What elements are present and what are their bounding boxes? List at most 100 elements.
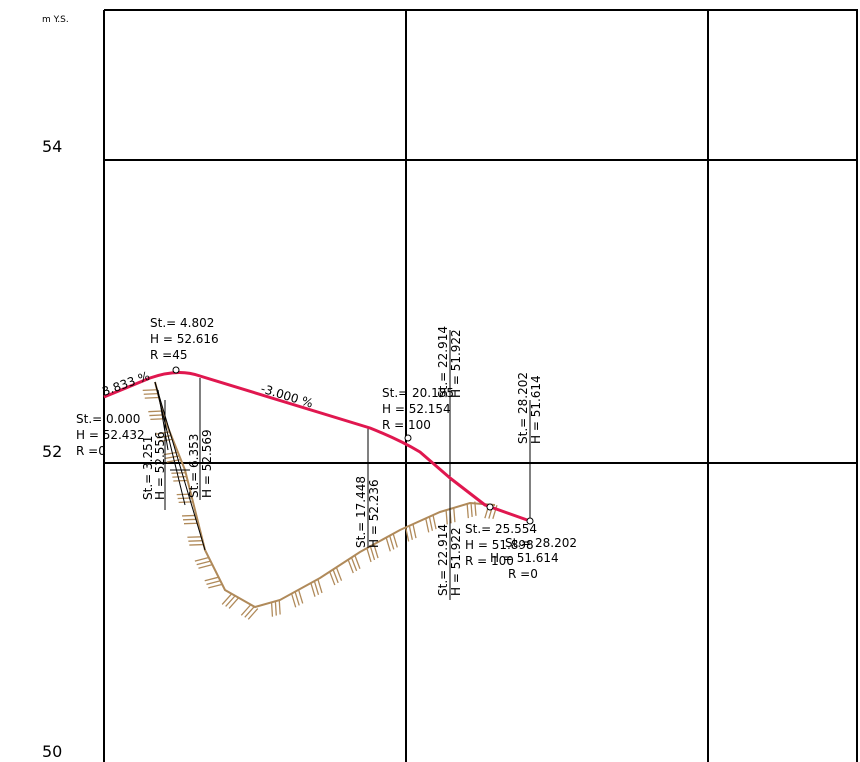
terrain-hatch-3 xyxy=(148,410,163,413)
terrain-hatch-52 xyxy=(369,546,376,561)
point-label-3-height: H = 51.898 xyxy=(465,538,534,552)
terrain-hatch-50 xyxy=(354,555,361,569)
point-label-3: St.= 25.554 H = 51.898 R = 100 xyxy=(465,522,537,568)
point-label-3-station: St.= 25.554 xyxy=(465,522,537,536)
terrain-hatch-28 xyxy=(206,580,221,585)
terrain-hatch-25 xyxy=(196,560,211,566)
terrain-hatch-0 xyxy=(142,389,158,392)
terrain-hatch-54 xyxy=(385,537,391,552)
point-label-4-radius: R =0 xyxy=(508,567,538,581)
terrain-hatch-62 xyxy=(432,515,437,530)
terrain-hatch-8 xyxy=(158,438,173,443)
grade-label-2: -3.000 % xyxy=(259,381,315,410)
point-label-3-radius: R = 100 xyxy=(465,554,514,568)
stake-label-22914-low: St.= 22.914 H = 51.922 xyxy=(436,524,463,596)
vertex-marker-2 xyxy=(404,434,412,442)
stake-label-22914-high: St.= 22.914 H = 51.922 xyxy=(436,326,463,398)
terrain-hatch-66 xyxy=(466,503,469,519)
point-label-0-radius: R =0 xyxy=(76,444,106,458)
terrain-hatch-48 xyxy=(347,559,354,574)
stake-label-28202: St.= 28.202 H = 51.614 xyxy=(516,372,543,444)
y-label-52: 52 xyxy=(42,442,62,461)
point-label-2-station: St.= 20.185 xyxy=(382,386,454,400)
terrain-hatch-59 xyxy=(412,524,417,539)
point-label-4-station: St.= 28.202 xyxy=(505,536,577,550)
terrain-hatch-30 xyxy=(221,593,233,605)
y-label-50: 50 xyxy=(42,742,62,761)
terrain-hatch-37 xyxy=(274,601,277,616)
stake-label-3251-height: H = 52.556 xyxy=(153,431,167,500)
terrain-line xyxy=(142,381,498,620)
terrain-hatch-46 xyxy=(332,569,339,584)
design-profile-line xyxy=(103,371,531,523)
vertex-marker-1 xyxy=(172,366,180,374)
terrain-hatch-49 xyxy=(350,557,358,572)
stake-label-3251-station: St.= 3.251 xyxy=(141,436,155,500)
stake-label-6353-height: H = 52.569 xyxy=(200,429,214,498)
terrain-hatch-44 xyxy=(317,578,323,594)
terrain-hatch-31 xyxy=(225,595,236,607)
stake-label-3251: St.= 3.251 H = 52.556 xyxy=(141,431,167,500)
terrain-hatch-2 xyxy=(144,396,160,399)
vertex-marker-4 xyxy=(526,517,534,525)
terrain-hatch-63 xyxy=(445,510,448,525)
terrain-hatch-26 xyxy=(198,564,213,569)
terrain-hatch-36 xyxy=(270,602,274,617)
terrain-hatch-5 xyxy=(150,418,165,421)
terrain-hatch-51 xyxy=(366,548,372,563)
point-label-2-radius: R = 100 xyxy=(382,418,431,432)
terrain-hatch-58 xyxy=(408,525,413,540)
stake-label-28202-station: St.= 28.202 xyxy=(516,372,530,444)
terrain-hatch-55 xyxy=(389,535,395,550)
terrain-hatch-42 xyxy=(310,582,316,597)
point-label-1-height: H = 52.616 xyxy=(150,332,219,346)
y-label-54: 54 xyxy=(42,137,62,156)
stake-label-17448-height: H = 52.236 xyxy=(367,479,381,548)
construction-lines xyxy=(154,330,531,600)
slope-line-1 xyxy=(154,381,206,551)
terrain-hatch-4 xyxy=(149,414,164,417)
terrain-hatch-1 xyxy=(143,392,159,395)
terrain-hatch-67 xyxy=(470,502,473,518)
terrain-hatch-7 xyxy=(156,434,172,439)
point-label-1-station: St.= 4.802 xyxy=(150,316,214,330)
grid xyxy=(103,9,858,762)
point-label-4: St.= 28.202 H = 51.614 R =0 xyxy=(490,536,577,581)
terrain-hatch-24 xyxy=(194,556,209,562)
unit-label: m Y.S. xyxy=(42,15,69,25)
stake-label-22914-high-station: St.= 22.914 xyxy=(436,326,450,398)
point-label-1: St.= 4.802 H = 52.616 R =45 xyxy=(150,316,219,362)
terrain-hatch-56 xyxy=(392,533,398,548)
stake-label-6353-station: St.= 6.353 xyxy=(187,434,201,498)
stake-label-17448: St.= 17.448 H = 52.236 xyxy=(354,476,381,548)
terrain-hatch-33 xyxy=(240,604,252,616)
stake-label-17448-station: St.= 17.448 xyxy=(354,476,368,548)
point-label-1-radius: R =45 xyxy=(150,348,187,362)
terrain-hatch-65 xyxy=(453,507,456,523)
terrain-hatch-35 xyxy=(247,608,259,620)
point-label-2-height: H = 52.154 xyxy=(382,402,451,416)
terrain-hatch-29 xyxy=(208,583,223,589)
point-label-0-station: St.= 0.000 xyxy=(76,412,140,426)
terrain-hatch-40 xyxy=(294,591,300,606)
terrain-hatch-68 xyxy=(474,501,477,516)
terrain-hatch-61 xyxy=(428,516,434,531)
terrain-hatch-32 xyxy=(228,597,240,609)
vertex-marker-3 xyxy=(486,503,494,511)
terrain-hatch-38 xyxy=(278,600,281,615)
terrain-hatch-45 xyxy=(329,571,336,586)
stake-label-6353: St.= 6.353 H = 52.569 xyxy=(187,429,214,498)
slope-line-4 xyxy=(157,389,169,451)
terrain-hatch-57 xyxy=(405,527,410,542)
stake-label-22914-high-height: H = 51.922 xyxy=(449,329,463,398)
terrain-hatch-34 xyxy=(244,606,255,618)
vertex-markers xyxy=(172,366,534,525)
terrain-hatch-53 xyxy=(373,544,379,559)
terrain-hatch-60 xyxy=(425,518,430,533)
point-label-0: St.= 0.000 H = 52.432 R =0 xyxy=(76,412,145,458)
stake-label-22914-low-station: St.= 22.914 xyxy=(436,524,450,596)
terrain-hatch-47 xyxy=(335,567,343,581)
point-label-4-height: H = 51.614 xyxy=(490,551,559,565)
point-label-2: St.= 20.185 H = 52.154 R = 100 xyxy=(382,386,454,432)
